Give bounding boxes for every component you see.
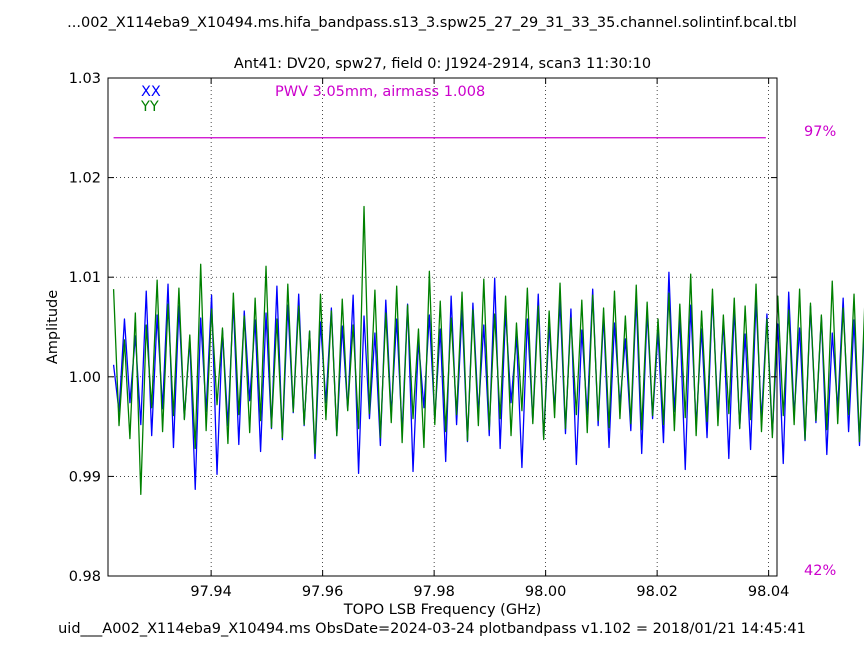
y-tick-label: 1.01 [69, 270, 101, 286]
series-yy-line [112, 205, 864, 495]
series-layer [112, 205, 864, 495]
pwv-annotation: PWV 3.05mm, airmass 1.008 [275, 84, 486, 100]
legend-yy: YY [141, 99, 159, 115]
series-xx-line [112, 271, 864, 491]
grid-lines [108, 78, 777, 576]
y-tick-label: 1.02 [69, 171, 101, 187]
x-tick-label: 97.96 [302, 584, 344, 600]
y-axis-label: Amplitude [44, 289, 61, 365]
x-tick-label: 98.02 [636, 584, 678, 600]
y-tick-label: 1.00 [69, 370, 101, 386]
axis-ticks [108, 77, 777, 577]
y-tick-label: 0.99 [69, 469, 101, 485]
y-tick-label: 1.03 [69, 71, 101, 87]
x-axis-label: TOPO LSB Frequency (GHz) [343, 602, 542, 618]
figure-title: ...002_X114eba9_X10494.ms.hifa_bandpass.… [67, 15, 797, 31]
plot-subtitle: Ant41: DV20, spw27, field 0: J1924-2914,… [233, 56, 652, 72]
tick-labels: 97.94 97.96 97.98 98.00 98.02 98.04 0.98 0.99 1.… [69, 71, 790, 600]
x-tick-label: 98.00 [525, 584, 567, 600]
atm-top-label: 97% [804, 124, 837, 140]
atm-bottom-label: 42% [804, 563, 837, 579]
plot-frame [107, 77, 778, 577]
legend-xx: XX [141, 84, 161, 100]
y-tick-label: 0.98 [69, 569, 101, 585]
x-tick-label: 97.98 [413, 584, 455, 600]
x-tick-label: 98.04 [748, 584, 790, 600]
x-tick-label: 97.94 [190, 584, 232, 600]
footer-text: uid___A002_X114eba9_X10494.ms ObsDate=20… [58, 621, 806, 637]
